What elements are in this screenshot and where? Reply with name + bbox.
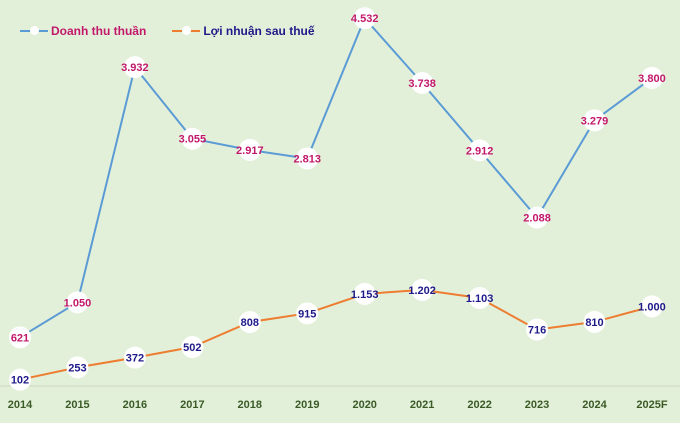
data-point [411,71,434,94]
x-tick-label: 2017 [180,399,204,411]
data-point [181,336,204,359]
data-point [640,66,663,89]
data-label: 810 [585,317,603,329]
data-point [66,291,89,314]
data-label: 102 [11,375,29,387]
legend-label-revenue: Doanh thu thuần [51,24,147,38]
data-label: 808 [241,317,259,329]
data-label: 253 [68,362,86,374]
data-point [123,56,146,79]
x-tick-label: 2023 [525,399,549,411]
legend-swatch-profit [172,26,201,35]
data-label: 3.738 [408,78,436,90]
legend-label-profit: Lợi nhuận sau thuế [203,24,315,38]
data-point [353,282,376,305]
x-tick-label: 2018 [238,399,262,411]
data-point [353,7,376,30]
data-label: 1.153 [351,289,379,301]
x-tick-label: 2021 [410,399,434,411]
data-label: 915 [298,308,316,320]
data-label: 1.202 [408,285,436,297]
data-point [9,368,31,391]
data-label: 502 [183,342,201,354]
data-label: 1.103 [466,293,494,305]
data-point [640,295,663,318]
data-label: 621 [11,332,29,344]
x-tick-label: 2024 [582,399,607,411]
legend-item-profit: Lợi nhuận sau thuế [172,24,315,38]
data-label: 2.088 [523,213,551,225]
x-tick-label: 2015 [65,399,89,411]
data-point [66,356,89,379]
data-label: 3.932 [121,62,149,74]
data-label: 2.912 [466,145,494,157]
data-point [583,310,606,333]
data-label: 3.055 [179,134,207,146]
data-point [468,139,491,162]
data-label: 1.000 [638,301,666,313]
data-point [468,286,491,309]
data-label: 716 [528,325,546,337]
data-point [238,311,261,334]
data-point [411,278,434,301]
data-label: 2.813 [293,153,321,165]
data-point [526,206,549,229]
data-point [526,318,549,341]
legend-swatch-revenue [20,26,48,35]
data-label: 372 [126,353,144,365]
x-tick-label: 2025F [636,399,667,411]
x-tick-label: 2014 [8,399,33,411]
legend: Doanh thu thuần Lợi nhuận sau thuế [20,24,315,38]
data-label: 4.532 [351,13,379,25]
data-label: 1.050 [64,297,92,309]
data-point [583,109,606,132]
data-point [238,138,261,161]
data-label: 2.917 [236,145,264,157]
data-label: 3.279 [581,115,609,127]
series-line-1 [19,288,653,381]
data-point [123,346,146,369]
series-line-0 [19,16,653,339]
data-point [9,326,31,349]
x-tick-label: 2016 [123,399,147,411]
data-label: 3.800 [638,73,666,85]
legend-item-revenue: Doanh thu thuần [20,24,146,38]
data-point [181,127,204,150]
x-tick-label: 2019 [295,399,319,411]
data-point [296,147,319,170]
x-tick-label: 2020 [352,399,376,411]
x-tick-label: 2022 [467,399,491,411]
data-point [296,302,319,325]
